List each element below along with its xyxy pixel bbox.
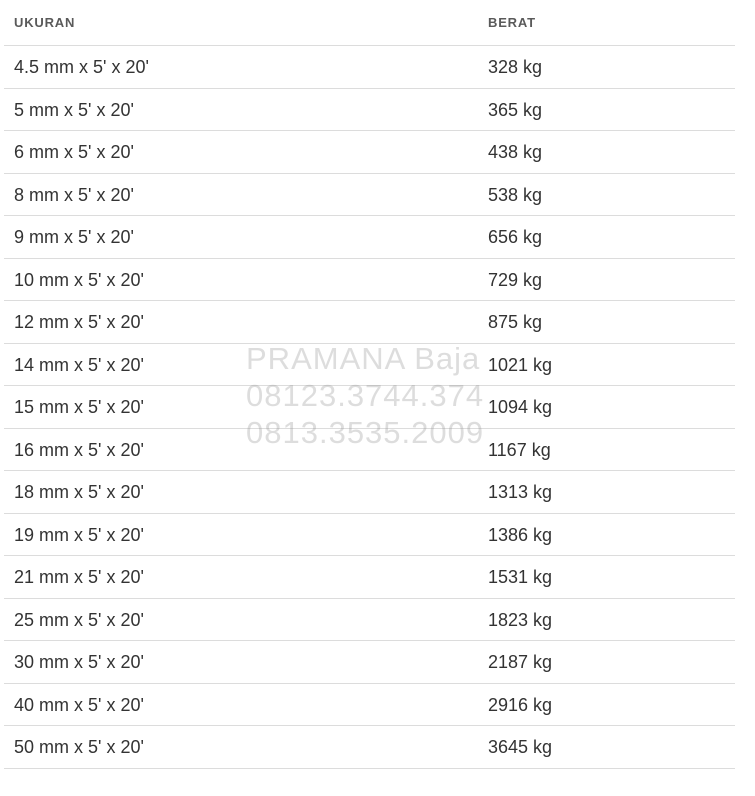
- cell-weight: 1386 kg: [488, 524, 553, 545]
- cell-size: 6 mm x 5' x 20': [14, 142, 134, 162]
- table-row: 25 mm x 5' x 20' 1823 kg: [4, 599, 735, 641]
- table-row: 8 mm x 5' x 20' 538 kg: [4, 174, 735, 216]
- cell-size: 15 mm x 5' x 20': [14, 397, 144, 417]
- table-row: 30 mm x 5' x 20' 2187 kg: [4, 641, 735, 684]
- table-row: 40 mm x 5' x 20' 2916 kg: [4, 684, 735, 726]
- table-row: 15 mm x 5' x 20' 1094 kg: [4, 386, 735, 429]
- cell-size: 12 mm x 5' x 20': [14, 312, 144, 332]
- table-row: 9 mm x 5' x 20' 656 kg: [4, 216, 735, 259]
- cell-size: 40 mm x 5' x 20': [14, 694, 144, 715]
- cell-size: 50 mm x 5' x 20': [14, 737, 144, 757]
- table-row: 16 mm x 5' x 20' 1167 kg: [4, 429, 735, 471]
- cell-weight: 656 kg: [488, 227, 543, 247]
- cell-weight: 2916 kg: [488, 694, 553, 715]
- table-row: 4.5 mm x 5' x 20' 328 kg: [4, 46, 735, 89]
- column-header-weight: BERAT: [488, 15, 536, 30]
- cell-weight: 3645 kg: [488, 737, 553, 757]
- cell-weight: 1021 kg: [488, 354, 553, 375]
- table-row: 10 mm x 5' x 20' 729 kg: [4, 259, 735, 301]
- table-row: 18 mm x 5' x 20' 1313 kg: [4, 471, 735, 514]
- cell-size: 19 mm x 5' x 20': [14, 524, 144, 545]
- table-header: UKURAN BERAT: [4, 0, 735, 46]
- cell-size: 14 mm x 5' x 20': [14, 354, 144, 375]
- cell-size: 18 mm x 5' x 20': [14, 482, 144, 502]
- table-row: 14 mm x 5' x 20' 1021 kg: [4, 344, 735, 386]
- cell-weight: 729 kg: [488, 269, 543, 290]
- cell-size: 25 mm x 5' x 20': [14, 609, 144, 630]
- table-row: 5 mm x 5' x 20' 365 kg: [4, 89, 735, 131]
- cell-weight: 538 kg: [488, 184, 543, 205]
- cell-size: 8 mm x 5' x 20': [14, 184, 134, 205]
- cell-weight: 438 kg: [488, 142, 543, 162]
- cell-size: 4.5 mm x 5' x 20': [14, 57, 149, 77]
- cell-size: 21 mm x 5' x 20': [14, 567, 144, 587]
- cell-size: 16 mm x 5' x 20': [14, 439, 144, 460]
- column-header-size: UKURAN: [14, 15, 76, 30]
- cell-weight: 1823 kg: [488, 609, 553, 630]
- cell-size: 5 mm x 5' x 20': [14, 99, 134, 120]
- cell-weight: 1531 kg: [488, 567, 553, 587]
- cell-weight: 1313 kg: [488, 482, 553, 502]
- table-row: 21 mm x 5' x 20' 1531 kg: [4, 556, 735, 599]
- size-weight-table: UKURAN BERAT 4.5 mm x 5' x 20' 328 kg 5 mm…: [4, 0, 735, 769]
- cell-size: 9 mm x 5' x 20': [14, 227, 134, 247]
- table-body: 4.5 mm x 5' x 20' 328 kg 5 mm x 5' x 20' 36…: [4, 46, 735, 769]
- cell-size: 30 mm x 5' x 20': [14, 652, 144, 672]
- cell-weight: 365 kg: [488, 99, 543, 120]
- table-row: 50 mm x 5' x 20' 3645 kg: [4, 726, 735, 769]
- table-row: 6 mm x 5' x 20' 438 kg: [4, 131, 735, 174]
- cell-weight: 875 kg: [488, 312, 543, 332]
- table-row: 19 mm x 5' x 20' 1386 kg: [4, 514, 735, 556]
- table-row: 12 mm x 5' x 20' 875 kg: [4, 301, 735, 344]
- cell-size: 10 mm x 5' x 20': [14, 269, 144, 290]
- cell-weight: 2187 kg: [488, 652, 553, 672]
- cell-weight: 1167 kg: [488, 439, 551, 460]
- cell-weight: 1094 kg: [488, 397, 553, 417]
- cell-weight: 328 kg: [488, 57, 543, 77]
